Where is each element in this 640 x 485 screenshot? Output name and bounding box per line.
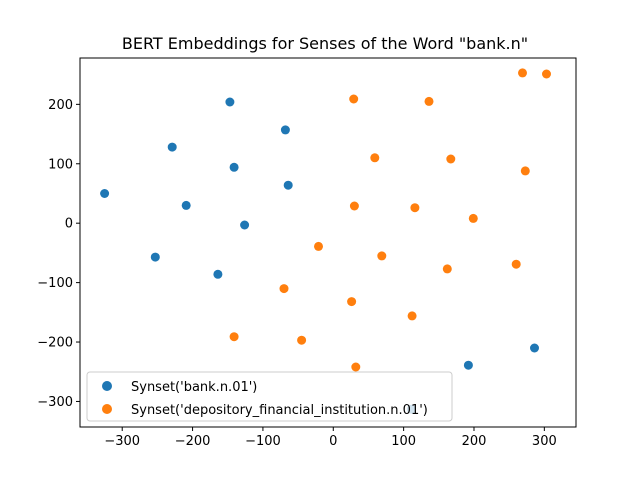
legend-label-depository: Synset('depository_financial_institution… — [131, 403, 428, 418]
point-series-1-2 — [349, 94, 359, 104]
y-tick-label: 100 — [48, 157, 73, 172]
x-tick-label: 100 — [391, 434, 416, 449]
point-series-1-10 — [314, 241, 323, 251]
legend-marker-depository — [102, 404, 112, 414]
point-series-0-5 — [225, 97, 235, 107]
axis-ticks-layer: −300 −200 −100 0 100 200 300 −300 −200 −100 0 100 20… — [37, 98, 556, 449]
legend-box — [86, 371, 453, 422]
data-points-layer — [100, 68, 551, 414]
point-series-1-19 — [351, 362, 361, 372]
point-series-1-6 — [520, 166, 530, 176]
point-series-1-9 — [468, 213, 478, 223]
y-tick-label: −100 — [37, 276, 73, 291]
legend-label-bank: Synset('bank.n.01') — [131, 380, 257, 395]
point-series-1-18 — [297, 335, 307, 345]
point-series-1-8 — [410, 203, 420, 213]
y-tick-label: −300 — [37, 395, 73, 410]
point-series-0-1 — [150, 252, 160, 262]
point-series-1-15 — [347, 297, 357, 307]
plot-area-frame — [79, 57, 577, 428]
point-series-1-17 — [229, 332, 239, 342]
legend: Synset('bank.n.01') Synset('depository_f… — [86, 371, 453, 422]
point-series-1-5 — [446, 154, 456, 164]
point-series-0-0 — [100, 189, 110, 198]
point-series-1-16 — [407, 311, 417, 321]
x-tick-label: −100 — [245, 434, 281, 449]
point-series-0-2 — [167, 142, 177, 152]
point-series-1-4 — [370, 153, 380, 163]
point-series-0-9 — [283, 180, 293, 190]
y-tick-label: 0 — [65, 217, 73, 232]
x-tick-label: −200 — [175, 434, 211, 449]
point-series-1-3 — [424, 96, 434, 106]
y-tick-label: −200 — [37, 336, 73, 351]
point-series-1-13 — [511, 259, 521, 269]
point-series-1-14 — [279, 284, 289, 294]
x-tick-label: 300 — [532, 434, 557, 449]
point-series-1-0 — [518, 68, 527, 78]
x-tick-label: 200 — [462, 434, 487, 449]
point-series-1-11 — [377, 251, 387, 261]
point-series-0-3 — [181, 200, 191, 210]
point-series-0-11 — [530, 343, 539, 353]
y-tick-label: 200 — [48, 98, 73, 113]
point-series-0-6 — [229, 162, 239, 172]
point-series-0-10 — [463, 360, 473, 370]
point-series-0-8 — [280, 125, 290, 135]
point-series-1-7 — [349, 201, 359, 211]
chart-title: BERT Embeddings for Senses of the Word "… — [122, 34, 528, 53]
point-series-0-4 — [213, 269, 223, 279]
x-tick-label: −300 — [104, 434, 140, 449]
point-series-1-1 — [542, 69, 551, 79]
point-series-0-7 — [240, 220, 250, 230]
x-tick-label: 0 — [329, 434, 337, 449]
point-series-1-12 — [442, 264, 452, 274]
legend-marker-bank — [102, 381, 112, 391]
